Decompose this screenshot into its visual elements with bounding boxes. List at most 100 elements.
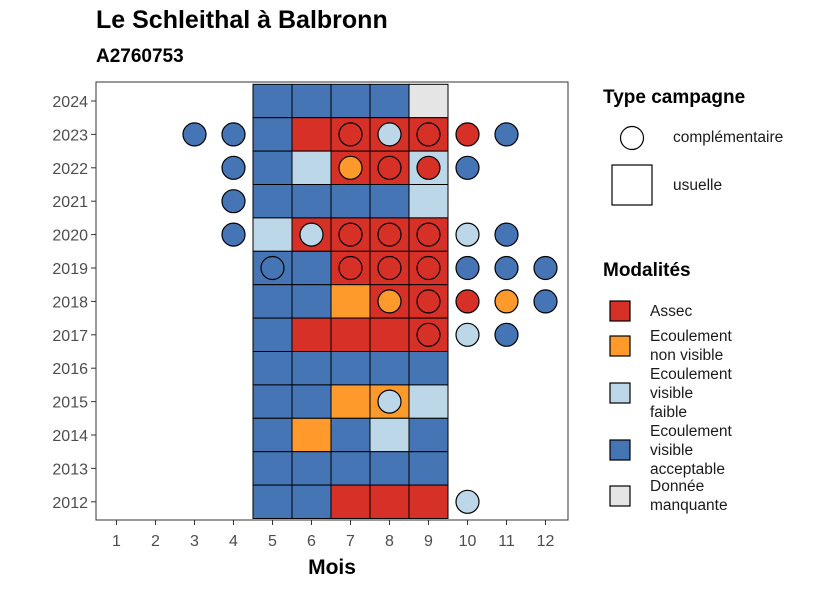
usual-cell-2018-5 [252, 284, 293, 319]
usual-cell-2016-9 [408, 351, 449, 386]
usual-cell-2023-5 [252, 117, 293, 152]
complementary-point-2018-8 [377, 289, 402, 314]
usual-cell-2024-9 [408, 83, 449, 119]
complementary-point-2023-11 [494, 122, 519, 147]
usual-cell-2022-6 [291, 150, 332, 186]
y-tick-label: 2019 [52, 261, 88, 278]
complementary-point-2019-5 [260, 255, 285, 281]
complementary-point-2023-9 [416, 122, 441, 147]
complementary-point-2017-11 [494, 322, 519, 347]
chart-title: Le Schleithal à Balbronn [96, 6, 388, 34]
complementary-point-2019-9 [416, 255, 441, 281]
usual-cell-2013-7 [330, 451, 371, 486]
complementary-point-2020-11 [494, 222, 519, 247]
complementary-point-2019-12 [533, 255, 558, 281]
x-tick-label: 6 [307, 533, 316, 550]
usual-cell-2012-7 [330, 484, 371, 520]
usual-cell-2013-5 [252, 451, 293, 486]
complementary-point-2020-9 [416, 222, 441, 247]
usual-cell-2021-9 [408, 184, 449, 219]
legend-keys [609, 125, 653, 507]
legend-item-faible-label: Ecoulement [650, 365, 732, 383]
usual-cell-2019-6 [291, 250, 332, 286]
complementary-point-2020-10 [455, 222, 480, 247]
y-tick-label: 2018 [52, 294, 88, 311]
usual-cell-2024-7 [330, 83, 371, 119]
x-tick-label: 3 [190, 533, 199, 550]
complementary-point-2017-9 [416, 322, 441, 347]
usual-cell-2017-5 [252, 317, 293, 353]
legend-item-usuelle-label: usuelle [673, 177, 723, 194]
legend-key-faible [609, 382, 631, 404]
chart-subtitle: A2760753 [96, 46, 184, 67]
complementary-point-2022-9 [416, 155, 441, 180]
complementary-point-2022-10 [455, 155, 480, 180]
legend-square-key [611, 164, 653, 206]
complementary-point-2022-8 [377, 155, 402, 180]
legend-item-assec-label: Assec [650, 302, 693, 320]
complementary-point-2017-10 [455, 322, 480, 347]
legend-key-manquante [609, 485, 631, 507]
usual-cell-2013-9 [408, 451, 449, 486]
legend-item-acceptable-label: Ecoulement [650, 422, 732, 440]
x-axis-title: Mois [308, 556, 356, 579]
x-tick-label: 4 [229, 533, 238, 550]
y-tick-label: 2023 [52, 127, 88, 144]
usual-cell-2015-9 [408, 384, 449, 419]
usual-cell-2014-5 [252, 417, 293, 453]
legend-circle-key [619, 125, 645, 151]
x-tick-label: 2 [151, 533, 160, 550]
complementary-point-2012-10 [455, 489, 480, 514]
usual-cell-2015-6 [291, 384, 332, 419]
complementary-point-2022-4 [221, 155, 246, 180]
x-tick-label: 9 [424, 533, 433, 550]
usual-cell-2023-6 [291, 117, 332, 152]
complementary-point-2019-10 [455, 255, 480, 281]
complementary-point-2020-4 [221, 222, 246, 247]
usual-cell-2021-8 [369, 184, 410, 219]
complementary-point-2019-7 [338, 255, 363, 281]
y-tick-label: 2024 [52, 94, 88, 111]
complementary-point-2022-7 [338, 155, 363, 180]
legend-item-nonvisible-label: Ecoulement [650, 328, 732, 345]
complementary-point-2023-8 [377, 122, 402, 147]
usual-cell-2014-6 [291, 417, 332, 453]
legend-key-assec [609, 300, 631, 322]
y-tick-label: 2022 [52, 161, 88, 178]
y-tick-label: 2015 [52, 395, 88, 412]
complementary-point-2020-7 [338, 222, 363, 247]
x-tick-label: 11 [498, 533, 515, 550]
legend-item-manquante-label: manquante [650, 497, 728, 514]
usual-cell-2012-8 [369, 484, 410, 520]
y-tick-label: 2020 [52, 228, 88, 245]
usual-cell-2024-6 [291, 83, 332, 119]
y-tick-label: 2021 [52, 194, 88, 211]
usual-cell-2016-7 [330, 351, 371, 386]
usual-cell-2015-5 [252, 384, 293, 419]
legend-item-faible-label: faible [650, 403, 688, 421]
usual-cell-2017-7 [330, 317, 371, 353]
usual-cell-2016-8 [369, 351, 410, 386]
complementary-campaign-points [182, 122, 558, 514]
complementary-point-2023-7 [338, 122, 363, 147]
y-tick-label: 2013 [52, 461, 88, 478]
complementary-point-2018-12 [533, 289, 558, 314]
legend-item-nonvisible-label: non visible [650, 347, 724, 364]
complementary-point-2018-10 [455, 289, 480, 314]
complementary-point-2023-4 [221, 122, 246, 147]
y-tick-label: 2017 [52, 328, 88, 345]
usual-cell-2021-6 [291, 184, 332, 219]
usual-cell-2017-8 [369, 317, 410, 353]
complementary-point-2020-8 [377, 222, 402, 247]
y-tick-label: 2014 [52, 428, 88, 445]
usual-cell-2014-8 [369, 417, 410, 453]
complementary-point-2015-8 [377, 389, 402, 414]
y-tick-label: 2012 [52, 495, 88, 512]
complementary-point-2019-8 [377, 255, 402, 281]
legend-key-nonvisible [609, 335, 631, 357]
usual-cell-2017-6 [291, 317, 332, 353]
complementary-point-2018-9 [416, 289, 441, 314]
usual-cell-2012-6 [291, 484, 332, 520]
